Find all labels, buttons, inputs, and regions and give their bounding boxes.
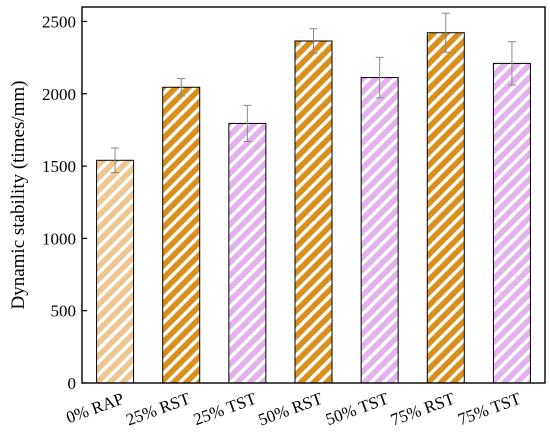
bar-2: [162, 86, 201, 384]
x-tick-label-7: 75% TST: [455, 389, 523, 429]
y-tick-label-1500: 1500: [42, 157, 76, 176]
bar-7: [492, 62, 531, 384]
y-axis-label: Dynamic stability (times/mm): [8, 80, 29, 309]
bar-1: [96, 159, 135, 384]
error-bars-group: [111, 12, 516, 174]
x-tick-label-4: 50% RST: [256, 389, 326, 430]
bars-group: [96, 32, 531, 384]
error-bar-2: [177, 78, 186, 97]
bar-4: [294, 40, 333, 384]
y-tick-label-500: 500: [51, 302, 77, 321]
plot-frame: [81, 6, 546, 384]
error-bar-7: [507, 41, 516, 86]
error-bar-1: [111, 147, 120, 174]
x-tick-label-3: 25% TST: [191, 389, 259, 429]
x-tick-label-5: 50% TST: [323, 389, 391, 429]
y-tick-label-2000: 2000: [42, 85, 76, 104]
y-tick-label-0: 0: [68, 374, 77, 393]
y-tick-label-1000: 1000: [42, 229, 76, 248]
error-bar-4: [309, 28, 318, 54]
x-tick-label-1: 0% RAP: [64, 389, 127, 427]
error-bar-6: [441, 12, 450, 53]
y-axis: 0 500 1000 1500 2000 2500: [42, 12, 87, 393]
bar-3: [228, 122, 267, 384]
bar-5: [360, 77, 399, 384]
error-bar-3: [243, 104, 252, 142]
y-tick-label-2500: 2500: [42, 12, 76, 31]
error-bar-5: [375, 56, 384, 99]
bar-6: [426, 32, 465, 384]
x-tick-label-6: 75% RST: [388, 389, 458, 430]
x-tick-label-2: 25% RST: [124, 389, 194, 430]
